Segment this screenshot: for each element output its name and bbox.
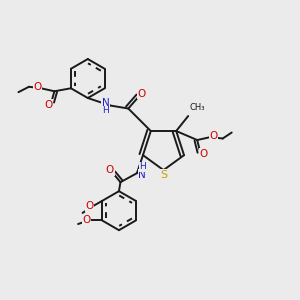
Text: O: O bbox=[210, 130, 218, 140]
Text: O: O bbox=[85, 201, 93, 211]
Text: O: O bbox=[44, 100, 52, 110]
Text: O: O bbox=[82, 215, 90, 225]
Text: O: O bbox=[106, 165, 114, 175]
Text: H: H bbox=[102, 106, 109, 116]
Text: O: O bbox=[138, 88, 146, 98]
Text: N: N bbox=[139, 170, 146, 180]
Text: O: O bbox=[33, 82, 41, 92]
Text: N: N bbox=[102, 98, 110, 107]
Text: CH₃: CH₃ bbox=[190, 103, 205, 112]
Text: H: H bbox=[139, 162, 146, 171]
Text: O: O bbox=[200, 148, 208, 158]
Text: S: S bbox=[160, 169, 167, 180]
